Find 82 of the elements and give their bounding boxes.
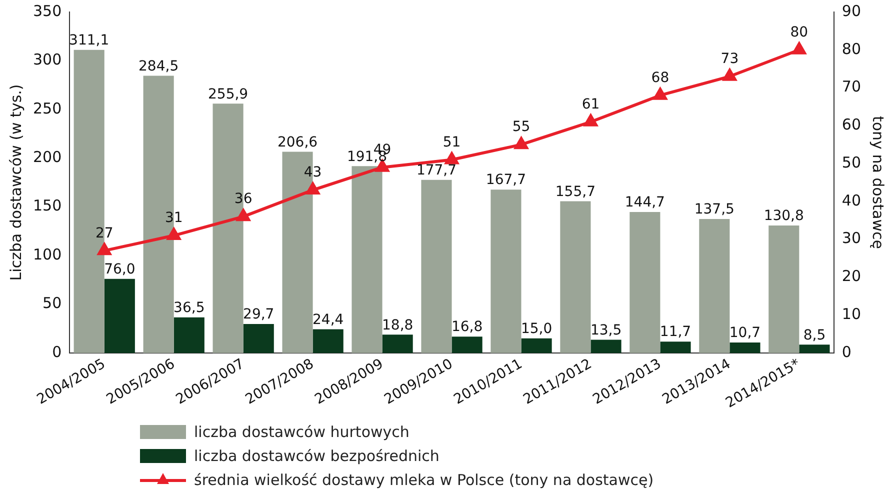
- data-label: 31: [164, 210, 183, 226]
- y-tick-label: 0: [52, 342, 62, 361]
- data-label: 55: [512, 119, 530, 136]
- data-label: 11,7: [660, 324, 692, 340]
- bar: [799, 344, 830, 353]
- data-label: 18,8: [382, 317, 414, 334]
- data-label: 43: [304, 164, 322, 181]
- data-label: 10,7: [729, 325, 761, 342]
- data-label: 284,5: [138, 58, 179, 74]
- point: [722, 68, 736, 81]
- point: [167, 228, 181, 240]
- data-label: 73: [720, 51, 739, 68]
- bar: [421, 180, 452, 353]
- data-label: 15,0: [520, 320, 552, 337]
- bar: [312, 329, 344, 353]
- data-label: 24,4: [312, 312, 344, 328]
- y2-tick-label: 50: [842, 153, 862, 172]
- y-tick-label: 250: [32, 99, 62, 118]
- y2-tick-label: 60: [842, 116, 862, 134]
- point: [514, 137, 528, 150]
- bar: [382, 334, 413, 353]
- bar: [452, 336, 482, 353]
- bar: [768, 226, 800, 353]
- y-tick-label: 200: [32, 148, 62, 166]
- point: [306, 182, 320, 195]
- data-label: 137,5: [694, 202, 734, 218]
- data-label: 80: [790, 24, 808, 41]
- bar: [521, 338, 552, 353]
- data-label: 16,8: [451, 319, 483, 336]
- y2-tick-label: 90: [842, 2, 862, 20]
- data-label: 36,5: [174, 300, 205, 316]
- data-label: 206,6: [277, 134, 318, 150]
- data-label: 76,0: [104, 262, 136, 278]
- bar: [699, 219, 730, 353]
- bar: [730, 342, 760, 353]
- data-label: 8,5: [803, 327, 826, 344]
- y-tick-label: 350: [32, 2, 62, 20]
- y2-tick-label: 30: [842, 229, 862, 248]
- y-tick-label: 150: [32, 196, 62, 215]
- point: [654, 88, 667, 100]
- data-label: 255,9: [208, 86, 248, 102]
- data-label: 13,5: [590, 322, 622, 338]
- point: [236, 209, 250, 222]
- y2-tick-label: 80: [842, 40, 862, 58]
- y2-axis-title: tony na dostawcę: [869, 116, 888, 249]
- data-label: 36: [234, 191, 252, 208]
- y-tick-label: 100: [32, 245, 62, 264]
- bar: [104, 278, 135, 353]
- data-label: 130,8: [764, 208, 804, 224]
- bar: [352, 166, 382, 353]
- bar: [660, 342, 691, 353]
- y2-tick-label: 70: [842, 78, 862, 96]
- bar: [243, 324, 274, 353]
- y2-tick-label: 20: [842, 267, 862, 286]
- data-label: 29,7: [243, 306, 274, 323]
- data-label: 61: [582, 96, 600, 113]
- legend-label: liczba dostawców hurtowych: [194, 423, 410, 441]
- data-label: 68: [651, 70, 670, 86]
- y2-tick-label: 0: [842, 342, 852, 361]
- y-tick-label: 300: [32, 50, 62, 69]
- data-label: 144,7: [624, 194, 665, 211]
- data-label: 155,7: [555, 184, 596, 200]
- data-label: 51: [442, 134, 461, 150]
- y2-tick-label: 10: [842, 304, 862, 323]
- point: [792, 42, 806, 54]
- data-label: 167,7: [486, 172, 526, 188]
- y-tick-label: 50: [42, 294, 62, 312]
- bar: [630, 212, 660, 353]
- y2-tick-label: 40: [842, 191, 862, 210]
- bar: [560, 201, 591, 353]
- legend-label: średnia wielkość dostawy mleka w Polsce (tony na dostawcę): [194, 471, 654, 489]
- data-label: 27: [95, 225, 114, 242]
- point: [445, 152, 458, 164]
- bar: [490, 190, 522, 353]
- y-axis-title: Liczba dostawców (w tys.): [6, 84, 25, 281]
- data-label: 311,1: [69, 32, 110, 49]
- point: [98, 243, 112, 256]
- bar: [590, 340, 622, 353]
- legend-label: liczba dostawców bezpośrednich: [194, 447, 440, 465]
- bar: [174, 317, 204, 353]
- data-label: 177,7: [416, 162, 457, 178]
- point: [584, 114, 598, 126]
